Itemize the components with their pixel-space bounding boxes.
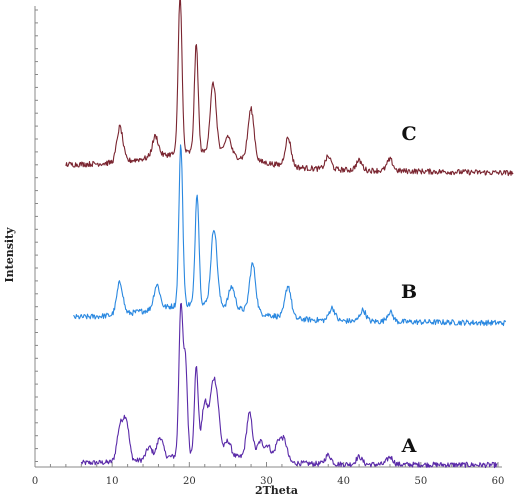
x-tick-label: 30 xyxy=(260,476,273,487)
series-label-a: A xyxy=(401,435,417,457)
x-tick-label: 50 xyxy=(414,476,427,487)
x-tick-label: 40 xyxy=(337,476,350,487)
series-line-c xyxy=(65,0,514,177)
series-label-b: B xyxy=(401,281,417,303)
series-label-c: C xyxy=(401,123,416,145)
x-tick-label: 10 xyxy=(106,476,119,487)
x-tick-label: 20 xyxy=(183,476,196,487)
x-tick-label: 60 xyxy=(492,476,505,487)
x-tick-label: 0 xyxy=(32,476,38,487)
labels-layer: A B C xyxy=(401,123,417,457)
series-line-a xyxy=(80,302,498,469)
chart-axes: 0 10 20 30 40 50 60 xyxy=(32,6,505,487)
series-line-b xyxy=(73,144,507,327)
y-axis-title: Intensity xyxy=(3,227,16,283)
series-layer xyxy=(65,0,514,469)
x-axis-title: 2Theta xyxy=(255,484,298,497)
